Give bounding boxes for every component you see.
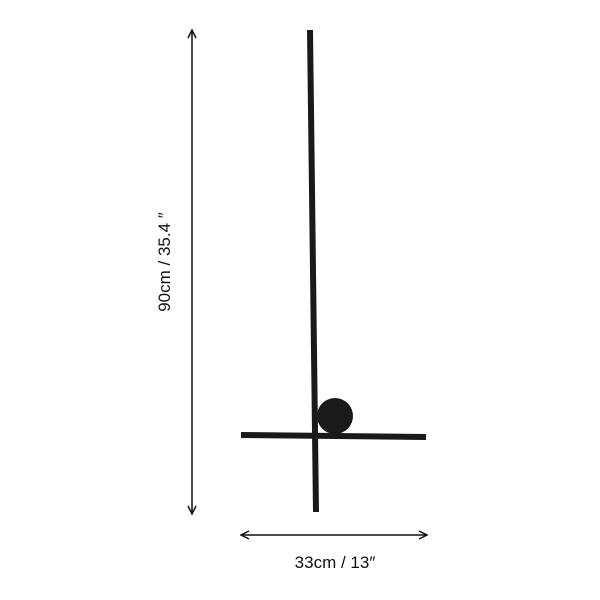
- lamp-illustration: [240, 29, 427, 513]
- lamp-horizontal-rod: [240, 432, 427, 440]
- lamp-vertical-rod: [307, 29, 319, 513]
- lamp-globe: [317, 398, 353, 434]
- height-dimension-label: 90cm / 35.4 ″: [155, 212, 174, 312]
- width-dimension-label: 33cm / 13″: [294, 553, 376, 572]
